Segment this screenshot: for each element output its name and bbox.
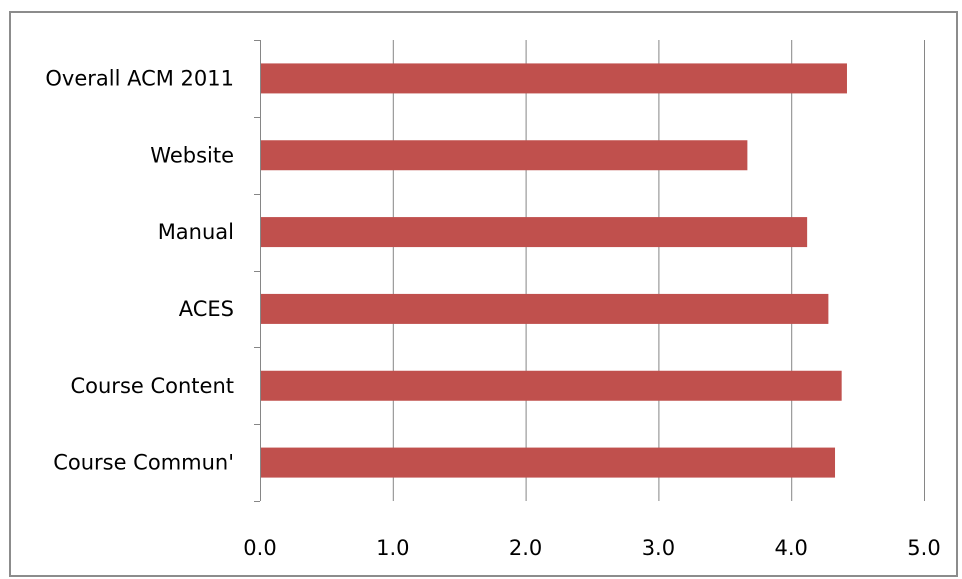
axis	[254, 40, 261, 502]
category-label: Manual	[158, 220, 234, 244]
category-label: Website	[150, 143, 234, 167]
category-label: Overall ACM 2011	[45, 66, 234, 90]
bar	[261, 63, 847, 94]
x-tick-label: 3.0	[642, 536, 675, 560]
category-labels: Overall ACM 2011 Website Manual ACES Course …	[45, 66, 234, 474]
x-tick-label: 0.0	[243, 536, 276, 560]
gridlines	[392, 40, 925, 501]
bar	[261, 140, 748, 171]
bar	[261, 370, 842, 401]
category-label: Course Content	[70, 374, 234, 398]
x-tick-label: 5.0	[907, 536, 940, 560]
bars	[261, 63, 847, 478]
bar	[261, 293, 829, 324]
bar	[261, 447, 836, 478]
y-axis-ticks	[254, 40, 260, 502]
bar	[261, 217, 808, 248]
x-tick-labels: 0.0 1.0 2.0 3.0 4.0 5.0	[243, 536, 940, 560]
category-label: ACES	[179, 297, 234, 321]
x-tick-label: 2.0	[509, 536, 542, 560]
category-label: Course Commun'	[53, 451, 234, 475]
x-tick-label: 1.0	[376, 536, 409, 560]
x-tick-label: 4.0	[774, 536, 807, 560]
